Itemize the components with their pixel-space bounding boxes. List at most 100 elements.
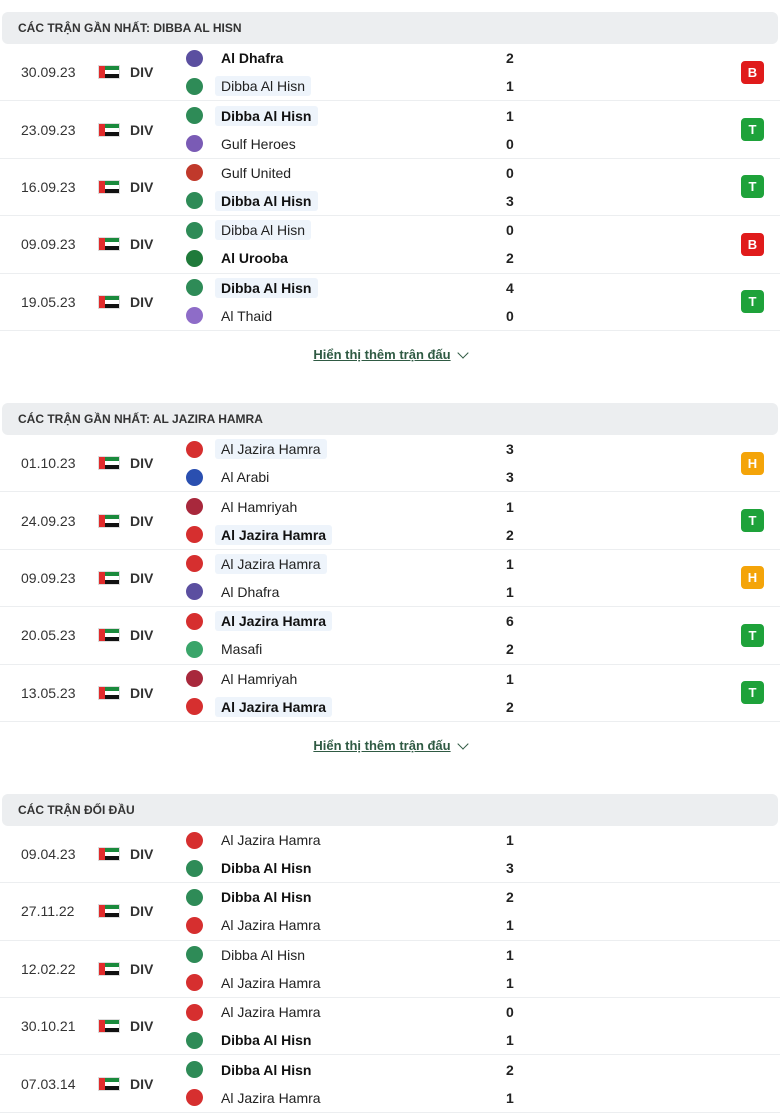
- home-team[interactable]: Dibba Al Hisn: [186, 886, 506, 908]
- home-team[interactable]: Al Jazira Hamra: [186, 553, 506, 575]
- away-score: 1: [506, 583, 514, 600]
- uae-flag-icon: [98, 237, 120, 252]
- match-row[interactable]: 24.09.23 DIV Al Hamriyah Al Jazira Hamra 1 2 T: [0, 492, 780, 550]
- match-row[interactable]: 13.05.23 DIV Al Hamriyah Al Jazira Hamra 1 2 T: [0, 665, 780, 722]
- match-list: 09.04.23 DIV Al Jazira Hamra Dibba Al Hisn 1…: [0, 826, 780, 1113]
- away-team-name: Dibba Al Hisn: [221, 1032, 312, 1049]
- away-team[interactable]: Al Jazira Hamra: [186, 1087, 506, 1109]
- home-team[interactable]: Al Jazira Hamra: [186, 1001, 506, 1023]
- match-row[interactable]: 23.09.23 DIV Dibba Al Hisn Gulf Heroes 1 0 T: [0, 101, 780, 159]
- league-label: DIV: [130, 903, 154, 920]
- show-more-link[interactable]: Hiển thị thêm trận đấu: [0, 722, 780, 770]
- away-team[interactable]: Al Jazira Hamra: [186, 524, 506, 546]
- section-header: CÁC TRẬN ĐỐI ĐẦU: [2, 793, 778, 826]
- home-team[interactable]: Dibba Al Hisn: [186, 1059, 506, 1081]
- uae-flag-icon: [98, 570, 120, 585]
- away-team[interactable]: Al Jazira Hamra: [186, 914, 506, 936]
- uae-flag-icon: [98, 294, 120, 309]
- away-team-name: Al Jazira Hamra: [215, 524, 333, 545]
- home-team-name: Dibba Al Hisn: [221, 889, 312, 906]
- team-logo-icon: [186, 440, 203, 458]
- match-row[interactable]: 30.10.21 DIV Al Jazira Hamra Dibba Al Hisn 0…: [0, 998, 780, 1056]
- league-label: DIV: [130, 627, 154, 644]
- home-team[interactable]: Al Jazira Hamra: [186, 610, 506, 632]
- home-team[interactable]: Dibba Al Hisn: [186, 219, 506, 241]
- home-team[interactable]: Dibba Al Hisn: [186, 944, 506, 966]
- away-team-name: Al Jazira Hamra: [215, 696, 333, 717]
- away-team[interactable]: Dibba Al Hisn: [186, 1029, 506, 1051]
- away-team[interactable]: Al Dhafra: [186, 581, 506, 603]
- team-logo-icon: [186, 135, 203, 153]
- match-date: 27.11.22: [21, 903, 75, 920]
- away-team[interactable]: Masafi: [186, 638, 506, 660]
- team-logo-icon: [186, 77, 203, 95]
- home-team[interactable]: Dibba Al Hisn: [186, 277, 506, 299]
- home-team[interactable]: Al Jazira Hamra: [186, 438, 506, 460]
- home-team-name: Dibba Al Hisn: [215, 220, 312, 241]
- league-label: DIV: [130, 512, 154, 529]
- spacer: [0, 379, 780, 403]
- match-row[interactable]: 20.05.23 DIV Al Jazira Hamra Masafi 6 2 T: [0, 607, 780, 665]
- match-row[interactable]: 09.09.23 DIV Dibba Al Hisn Al Urooba 0 2 B: [0, 216, 780, 274]
- uae-flag-icon: [98, 847, 120, 862]
- show-more-link[interactable]: Hiển thị thêm trận đấu: [0, 331, 780, 379]
- away-score: 2: [506, 698, 514, 715]
- away-team[interactable]: Gulf Heroes: [186, 133, 506, 155]
- match-row[interactable]: 12.02.22 DIV Dibba Al Hisn Al Jazira Hamra 1…: [0, 941, 780, 999]
- home-team[interactable]: Gulf United: [186, 162, 506, 184]
- league-label: DIV: [130, 960, 154, 977]
- home-score: 1: [506, 555, 514, 572]
- team-logo-icon: [186, 888, 203, 906]
- home-team-name: Dibba Al Hisn: [215, 277, 318, 298]
- teams: Al Dhafra Dibba Al Hisn: [186, 47, 506, 97]
- home-score: 1: [506, 498, 514, 515]
- home-team[interactable]: Dibba Al Hisn: [186, 105, 506, 127]
- away-team[interactable]: Dibba Al Hisn: [186, 190, 506, 212]
- away-team[interactable]: Al Thaid: [186, 305, 506, 327]
- away-team[interactable]: Al Urooba: [186, 247, 506, 269]
- chevron-down-icon: [456, 347, 469, 359]
- match-row[interactable]: 30.09.23 DIV Al Dhafra Dibba Al Hisn 2 1 B: [0, 44, 780, 102]
- match-date: 16.09.23: [21, 178, 76, 195]
- match-row[interactable]: 07.03.14 DIV Dibba Al Hisn Al Jazira Hamra 2…: [0, 1055, 780, 1113]
- teams: Dibba Al Hisn Al Jazira Hamra: [186, 944, 506, 994]
- home-team-name: Gulf United: [221, 164, 292, 181]
- uae-flag-icon: [98, 685, 120, 700]
- home-score: 0: [506, 222, 514, 239]
- match-row[interactable]: 27.11.22 DIV Dibba Al Hisn Al Jazira Hamra 2…: [0, 883, 780, 941]
- home-team[interactable]: Al Hamriyah: [186, 668, 506, 690]
- result-badge: H: [741, 451, 764, 475]
- home-team-name: Dibba Al Hisn: [221, 1061, 312, 1078]
- away-team[interactable]: Al Jazira Hamra: [186, 696, 506, 718]
- home-team[interactable]: Al Jazira Hamra: [186, 829, 506, 851]
- home-score: 1: [506, 670, 514, 687]
- away-score: 1: [506, 1032, 514, 1049]
- away-team[interactable]: Dibba Al Hisn: [186, 75, 506, 97]
- away-team[interactable]: Dibba Al Hisn: [186, 857, 506, 879]
- team-logo-icon: [186, 859, 203, 877]
- match-row[interactable]: 19.05.23 DIV Dibba Al Hisn Al Thaid 4 0 T: [0, 274, 780, 331]
- match-row[interactable]: 09.09.23 DIV Al Jazira Hamra Al Dhafra 1 1 H: [0, 550, 780, 608]
- away-team[interactable]: Al Arabi: [186, 466, 506, 488]
- home-score: 4: [506, 279, 514, 296]
- away-team-name: Gulf Heroes: [221, 135, 296, 152]
- result-badge: T: [741, 290, 764, 314]
- home-team[interactable]: Al Hamriyah: [186, 496, 506, 518]
- match-row[interactable]: 09.04.23 DIV Al Jazira Hamra Dibba Al Hisn 1…: [0, 826, 780, 884]
- home-score: 1: [506, 832, 514, 849]
- league-label: DIV: [130, 236, 154, 253]
- match-date: 30.09.23: [21, 64, 76, 81]
- away-team-name: Al Jazira Hamra: [221, 917, 321, 934]
- away-team[interactable]: Al Jazira Hamra: [186, 972, 506, 994]
- home-team[interactable]: Al Dhafra: [186, 47, 506, 69]
- home-team-name: Dibba Al Hisn: [215, 105, 318, 126]
- home-score: 2: [506, 50, 514, 67]
- match-row[interactable]: 01.10.23 DIV Al Jazira Hamra Al Arabi 3 3 H: [0, 435, 780, 493]
- match-row[interactable]: 16.09.23 DIV Gulf United Dibba Al Hisn 0 3 T: [0, 159, 780, 217]
- team-logo-icon: [186, 1089, 203, 1107]
